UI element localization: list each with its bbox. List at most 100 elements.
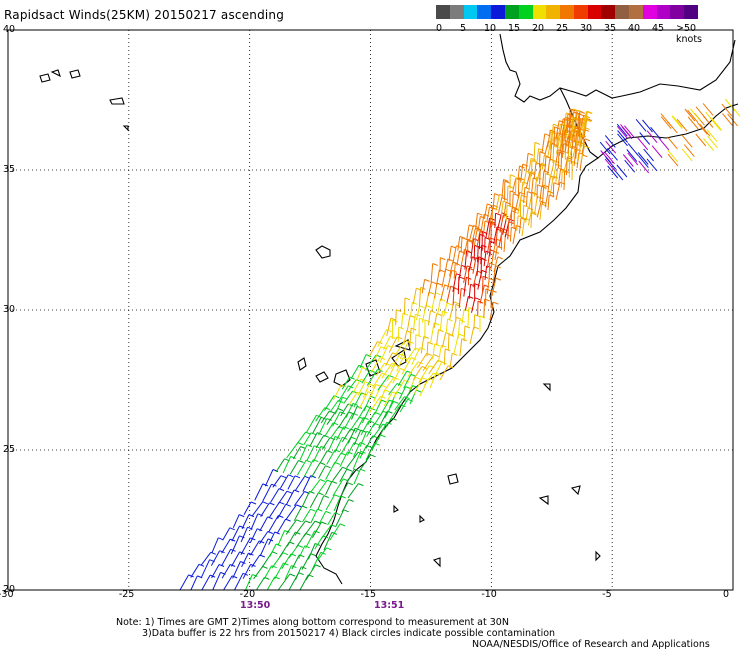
- wind-barb-feather: [415, 376, 421, 380]
- wind-barb: [605, 156, 617, 170]
- wind-barb-feather: [360, 468, 366, 472]
- wind-barb-feather: [262, 565, 268, 569]
- wind-barb: [477, 246, 479, 263]
- wind-barb-feather: [348, 499, 354, 502]
- wind-barb: [353, 469, 361, 485]
- wind-barb: [306, 415, 317, 433]
- wind-barb: [327, 512, 336, 526]
- wind-barb: [539, 203, 543, 221]
- island: [315, 371, 329, 383]
- legend-swatch: [642, 5, 658, 19]
- wind-barb-feather: [347, 451, 353, 455]
- wind-barb-feather: [321, 521, 327, 525]
- wind-barb-feather: [343, 426, 349, 430]
- wind-barb: [427, 310, 431, 326]
- wind-barb: [503, 202, 507, 219]
- wind-barb: [372, 372, 383, 389]
- wind-barb-feather: [404, 297, 411, 301]
- wind-barb: [637, 137, 649, 151]
- wind-barb: [346, 468, 355, 484]
- wind-barb: [558, 168, 562, 185]
- wind-barb: [315, 407, 326, 422]
- wind-barb: [482, 276, 484, 292]
- wind-barb: [397, 370, 408, 387]
- wind-barb: [449, 353, 453, 369]
- wind-barb: [359, 431, 368, 447]
- wind-barb-feather: [279, 501, 285, 505]
- wind-barb: [578, 111, 581, 130]
- wind-barb-feather: [269, 502, 275, 506]
- wind-barb: [459, 338, 463, 357]
- wind-barb: [361, 407, 371, 424]
- wind-barb-feather: [317, 508, 323, 512]
- wind-barb: [325, 481, 333, 496]
- wind-barb-feather: [294, 475, 301, 479]
- wind-barb: [480, 245, 483, 265]
- wind-barb: [578, 128, 581, 145]
- wind-barb: [291, 554, 300, 570]
- wind-barb: [488, 221, 492, 240]
- wind-barb: [339, 451, 348, 467]
- wind-barb: [483, 251, 487, 267]
- wind-barb: [489, 241, 491, 257]
- wind-barb: [547, 158, 551, 175]
- x-tick-label: 0: [723, 589, 730, 600]
- wind-barb: [268, 531, 276, 545]
- wind-barb: [201, 574, 211, 591]
- wind-barb: [482, 220, 486, 236]
- wind-barb: [311, 552, 322, 571]
- wind-barb: [286, 442, 299, 459]
- wind-barb-feather: [306, 444, 313, 448]
- wind-barb-feather: [576, 143, 583, 147]
- wind-barb: [520, 164, 524, 183]
- island: [315, 245, 331, 259]
- wind-barb: [317, 479, 328, 494]
- wind-barb: [358, 391, 369, 410]
- wind-barb: [635, 118, 647, 132]
- y-tick-label: 25: [3, 444, 16, 455]
- wind-barb: [250, 513, 259, 531]
- wind-barb: [343, 390, 354, 404]
- wind-barb: [480, 258, 482, 278]
- wind-barb-feather: [586, 118, 593, 122]
- wind-barb-feather: [210, 551, 216, 555]
- wind-barb: [581, 115, 586, 130]
- wind-barb-feather: [510, 174, 516, 178]
- wind-barb: [651, 145, 663, 159]
- wind-barb: [269, 543, 277, 557]
- wind-barb: [388, 336, 398, 353]
- wind-barb: [241, 552, 249, 568]
- wind-barb-feather: [422, 377, 428, 381]
- wind-barb: [501, 179, 504, 198]
- wind-barb: [646, 158, 658, 172]
- wind-barb: [388, 383, 398, 396]
- wind-barb: [485, 218, 491, 238]
- wind-barb: [318, 465, 326, 479]
- wind-barb: [386, 364, 396, 381]
- legend-swatch: [587, 5, 602, 19]
- legend-swatch: [601, 5, 616, 19]
- wind-barb-feather: [310, 508, 316, 512]
- wind-barb-feather: [315, 564, 321, 568]
- wind-barb-feather: [301, 566, 307, 570]
- wind-barb: [494, 213, 497, 228]
- wind-barb-feather: [310, 553, 316, 557]
- wind-barb-feather: [309, 490, 315, 494]
- wind-barb: [394, 396, 405, 411]
- wind-barb: [517, 165, 520, 181]
- wind-barb: [460, 249, 465, 268]
- wind-barb-feather: [453, 301, 459, 305]
- wind-barb-feather: [343, 509, 349, 513]
- wind-barb: [626, 149, 638, 162]
- wind-barb-feather: [461, 264, 467, 268]
- wind-barb: [371, 423, 384, 439]
- wind-barb: [292, 446, 302, 460]
- wind-barb-feather: [431, 281, 437, 285]
- wind-barb-feather: [479, 315, 486, 319]
- legend-swatch: [684, 5, 699, 19]
- wind-barb: [332, 466, 343, 481]
- wind-barb: [341, 428, 351, 443]
- wind-barb-feather: [445, 268, 451, 272]
- wind-barb: [318, 418, 328, 436]
- wind-barbs-layer: [179, 98, 740, 591]
